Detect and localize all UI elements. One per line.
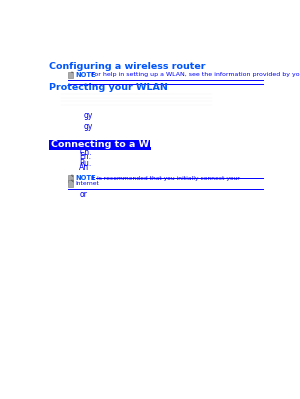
- Text: En.: En.: [79, 152, 91, 161]
- Text: Ch.: Ch.: [79, 148, 92, 157]
- Text: gy: gy: [84, 122, 93, 131]
- FancyBboxPatch shape: [49, 140, 152, 150]
- Text: Configuring a wireless router: Configuring a wireless router: [49, 62, 206, 71]
- Text: For help in setting up a WLAN, see the information provided by your router manuf: For help in setting up a WLAN, see the i…: [91, 72, 300, 77]
- Text: An: An: [79, 163, 89, 172]
- Text: Ru.: Ru.: [79, 159, 92, 168]
- Text: NOTE: NOTE: [76, 176, 97, 182]
- Polygon shape: [71, 175, 73, 177]
- FancyBboxPatch shape: [68, 71, 73, 78]
- Text: It is recommended that you initially connect your: It is recommended that you initially con…: [91, 176, 240, 181]
- Text: Protecting your WLAN: Protecting your WLAN: [49, 83, 168, 92]
- Text: Connecting to a WLAN: Connecting to a WLAN: [52, 140, 171, 149]
- Text: NOTE: NOTE: [76, 72, 97, 78]
- Text: gy: gy: [84, 111, 93, 120]
- Polygon shape: [71, 71, 73, 73]
- Polygon shape: [71, 180, 73, 182]
- FancyBboxPatch shape: [68, 175, 73, 182]
- Text: or: or: [79, 190, 87, 199]
- FancyBboxPatch shape: [68, 180, 73, 187]
- Text: Internet: Internet: [76, 181, 100, 186]
